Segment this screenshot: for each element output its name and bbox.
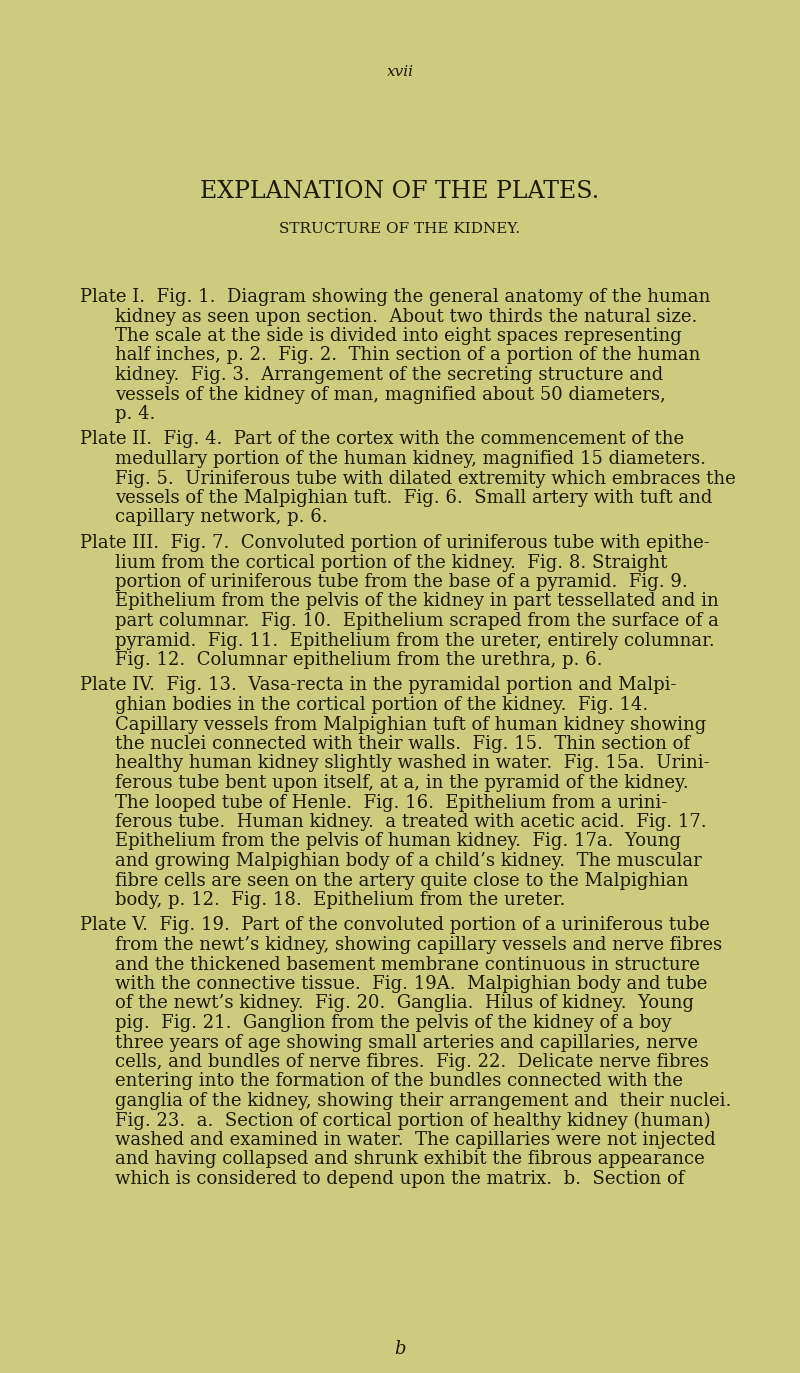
Text: p. 4.: p. 4. — [115, 405, 155, 423]
Text: Fig. 12.  Columnar epithelium from the urethra, p. 6.: Fig. 12. Columnar epithelium from the ur… — [115, 651, 602, 669]
Text: of the newt’s kidney.  Fig. 20.  Ganglia.  Hilus of kidney.  Young: of the newt’s kidney. Fig. 20. Ganglia. … — [115, 994, 694, 1012]
Text: ferous tube bent upon itself, at a, in the pyramid of the kidney.: ferous tube bent upon itself, at a, in t… — [115, 774, 689, 792]
Text: with the connective tissue.  Fig. 19A.  Malpighian body and tube: with the connective tissue. Fig. 19A. Ma… — [115, 975, 707, 993]
Text: half inches, p. 2.  Fig. 2.  Thin section of a portion of the human: half inches, p. 2. Fig. 2. Thin section … — [115, 346, 700, 364]
Text: the nuclei connected with their walls.  Fig. 15.  Thin section of: the nuclei connected with their walls. F… — [115, 735, 690, 752]
Text: Fig. 23.  a.  Section of cortical portion of healthy kidney (human): Fig. 23. a. Section of cortical portion … — [115, 1112, 710, 1130]
Text: Plate IV.  Fig. 13.  Vasa-recta in the pyramidal portion and Malpi-: Plate IV. Fig. 13. Vasa-recta in the pyr… — [80, 677, 677, 695]
Text: Epithelium from the pelvis of the kidney in part tessellated and in: Epithelium from the pelvis of the kidney… — [115, 593, 718, 611]
Text: ferous tube.  Human kidney.  a treated with acetic acid.  Fig. 17.: ferous tube. Human kidney. a treated wit… — [115, 813, 706, 831]
Text: healthy human kidney slightly washed in water.  Fig. 15a.  Urini-: healthy human kidney slightly washed in … — [115, 755, 710, 773]
Text: three years of age showing small arteries and capillaries, nerve: three years of age showing small arterie… — [115, 1034, 698, 1052]
Text: lium from the cortical portion of the kidney.  Fig. 8. Straight: lium from the cortical portion of the ki… — [115, 553, 667, 571]
Text: fibre cells are seen on the artery quite close to the Malpighian: fibre cells are seen on the artery quite… — [115, 872, 689, 890]
Text: cells, and bundles of nerve fibres.  Fig. 22.  Delicate nerve fibres: cells, and bundles of nerve fibres. Fig.… — [115, 1053, 709, 1071]
Text: capillary network, p. 6.: capillary network, p. 6. — [115, 508, 328, 526]
Text: body, p. 12.  Fig. 18.  Epithelium from the ureter.: body, p. 12. Fig. 18. Epithelium from th… — [115, 891, 566, 909]
Text: pyramid.  Fig. 11.  Epithelium from the ureter, entirely columnar.: pyramid. Fig. 11. Epithelium from the ur… — [115, 632, 714, 649]
Text: Capillary vessels from Malpighian tuft of human kidney showing: Capillary vessels from Malpighian tuft o… — [115, 715, 706, 733]
Text: Epithelium from the pelvis of human kidney.  Fig. 17a.  Young: Epithelium from the pelvis of human kidn… — [115, 832, 681, 850]
Text: ghian bodies in the cortical portion of the kidney.  Fig. 14.: ghian bodies in the cortical portion of … — [115, 696, 648, 714]
Text: washed and examined in water.  The capillaries were not injected: washed and examined in water. The capill… — [115, 1131, 716, 1149]
Text: b: b — [394, 1340, 406, 1358]
Text: Fig. 5.  Uriniferous tube with dilated extremity which embraces the: Fig. 5. Uriniferous tube with dilated ex… — [115, 470, 736, 487]
Text: Plate V.  Fig. 19.  Part of the convoluted portion of a uriniferous tube: Plate V. Fig. 19. Part of the convoluted… — [80, 917, 710, 935]
Text: and having collapsed and shrunk exhibit the fibrous appearance: and having collapsed and shrunk exhibit … — [115, 1151, 705, 1168]
Text: which is considered to depend upon the matrix.  b.  Section of: which is considered to depend upon the m… — [115, 1170, 684, 1188]
Text: from the newt’s kidney, showing capillary vessels and nerve fibres: from the newt’s kidney, showing capillar… — [115, 936, 722, 954]
Text: Plate II.  Fig. 4.  Part of the cortex with the commencement of the: Plate II. Fig. 4. Part of the cortex wit… — [80, 431, 684, 449]
Text: xvii: xvii — [386, 65, 414, 80]
Text: The looped tube of Henle.  Fig. 16.  Epithelium from a urini-: The looped tube of Henle. Fig. 16. Epith… — [115, 794, 667, 811]
Text: STRUCTURE OF THE KIDNEY.: STRUCTURE OF THE KIDNEY. — [279, 222, 521, 236]
Text: kidney as seen upon section.  About two thirds the natural size.: kidney as seen upon section. About two t… — [115, 308, 698, 325]
Text: kidney.  Fig. 3.  Arrangement of the secreting structure and: kidney. Fig. 3. Arrangement of the secre… — [115, 367, 663, 384]
Text: vessels of the Malpighian tuft.  Fig. 6.  Small artery with tuft and: vessels of the Malpighian tuft. Fig. 6. … — [115, 489, 712, 507]
Text: Plate I.  Fig. 1.  Diagram showing the general anatomy of the human: Plate I. Fig. 1. Diagram showing the gen… — [80, 288, 710, 306]
Text: The scale at the side is divided into eight spaces representing: The scale at the side is divided into ei… — [115, 327, 682, 345]
Text: and growing Malpighian body of a child’s kidney.  The muscular: and growing Malpighian body of a child’s… — [115, 853, 702, 870]
Text: vessels of the kidney of man, magnified about 50 diameters,: vessels of the kidney of man, magnified … — [115, 386, 666, 404]
Text: medullary portion of the human kidney, magnified 15 diameters.: medullary portion of the human kidney, m… — [115, 450, 706, 468]
Text: part columnar.  Fig. 10.  Epithelium scraped from the surface of a: part columnar. Fig. 10. Epithelium scrap… — [115, 612, 719, 630]
Text: entering into the formation of the bundles connected with the: entering into the formation of the bundl… — [115, 1072, 683, 1090]
Text: and the thickened basement membrane continuous in structure: and the thickened basement membrane cont… — [115, 956, 700, 973]
Text: ganglia of the kidney, showing their arrangement and  their nuclei.: ganglia of the kidney, showing their arr… — [115, 1092, 731, 1109]
Text: Plate III.  Fig. 7.  Convoluted portion of uriniferous tube with epithe-: Plate III. Fig. 7. Convoluted portion of… — [80, 534, 710, 552]
Text: portion of uriniferous tube from the base of a pyramid.  Fig. 9.: portion of uriniferous tube from the bas… — [115, 573, 688, 590]
Text: EXPLANATION OF THE PLATES.: EXPLANATION OF THE PLATES. — [200, 180, 600, 203]
Text: pig.  Fig. 21.  Ganglion from the pelvis of the kidney of a boy: pig. Fig. 21. Ganglion from the pelvis o… — [115, 1015, 671, 1032]
